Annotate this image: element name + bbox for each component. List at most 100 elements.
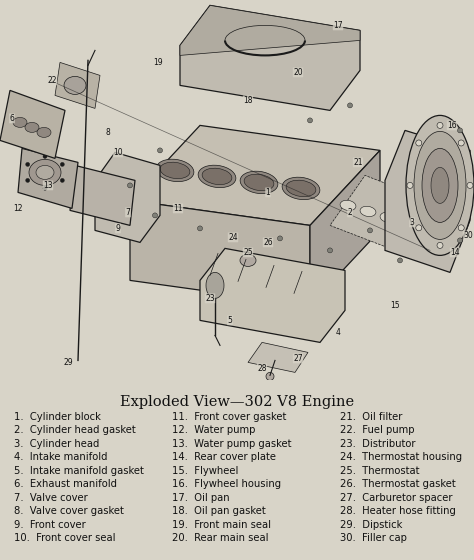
Text: 28.  Heater hose fitting: 28. Heater hose fitting <box>340 506 456 516</box>
Text: 11: 11 <box>173 204 183 213</box>
Text: 2.  Cylinder head gasket: 2. Cylinder head gasket <box>14 426 136 435</box>
Text: 19: 19 <box>153 58 163 67</box>
Ellipse shape <box>36 165 54 179</box>
Text: 15: 15 <box>390 301 400 310</box>
Text: 16.  Flywheel housing: 16. Flywheel housing <box>172 479 281 489</box>
Polygon shape <box>55 62 100 109</box>
Text: 18: 18 <box>243 96 253 105</box>
Text: 5: 5 <box>228 316 232 325</box>
Text: 29.  Dipstick: 29. Dipstick <box>340 520 402 530</box>
Circle shape <box>407 183 413 188</box>
Text: 6: 6 <box>9 114 14 123</box>
Ellipse shape <box>240 254 256 267</box>
Ellipse shape <box>431 167 449 203</box>
Circle shape <box>43 155 47 158</box>
Ellipse shape <box>198 165 236 188</box>
Text: 23: 23 <box>205 294 215 303</box>
Circle shape <box>60 179 64 183</box>
Circle shape <box>128 183 133 188</box>
Ellipse shape <box>406 115 474 255</box>
Text: 4: 4 <box>336 328 340 337</box>
Text: 9: 9 <box>116 224 120 233</box>
Text: 22.  Fuel pump: 22. Fuel pump <box>340 426 414 435</box>
Circle shape <box>26 179 30 183</box>
Text: 23.  Distributor: 23. Distributor <box>340 439 416 449</box>
Ellipse shape <box>414 132 466 240</box>
Circle shape <box>458 225 464 231</box>
Polygon shape <box>180 6 360 55</box>
Circle shape <box>43 186 47 190</box>
Ellipse shape <box>64 76 86 95</box>
Text: 5.  Intake manifold gasket: 5. Intake manifold gasket <box>14 466 144 476</box>
Circle shape <box>153 213 157 218</box>
Ellipse shape <box>429 214 451 228</box>
Circle shape <box>416 140 422 146</box>
Polygon shape <box>130 125 380 225</box>
Text: 21: 21 <box>353 158 363 167</box>
Polygon shape <box>18 148 78 208</box>
Ellipse shape <box>37 128 51 137</box>
Text: 12.  Water pump: 12. Water pump <box>172 426 255 435</box>
Ellipse shape <box>240 171 278 194</box>
Text: 13.  Water pump gasket: 13. Water pump gasket <box>172 439 292 449</box>
Text: 26: 26 <box>263 238 273 247</box>
Circle shape <box>308 118 312 123</box>
Ellipse shape <box>400 218 416 228</box>
Text: 1.  Cylinder block: 1. Cylinder block <box>14 412 101 422</box>
Circle shape <box>367 228 373 233</box>
Text: 24.  Thermostat housing: 24. Thermostat housing <box>340 452 462 463</box>
Text: 1: 1 <box>265 188 270 197</box>
Text: 9.  Front cover: 9. Front cover <box>14 520 86 530</box>
Text: 20: 20 <box>293 68 303 77</box>
Text: 27.  Carburetor spacer: 27. Carburetor spacer <box>340 493 453 503</box>
Text: 4.  Intake manifold: 4. Intake manifold <box>14 452 108 463</box>
Text: 16: 16 <box>447 121 457 130</box>
Text: 24: 24 <box>228 233 238 242</box>
Circle shape <box>266 372 274 380</box>
Ellipse shape <box>206 272 224 298</box>
Text: 17.  Oil pan: 17. Oil pan <box>172 493 229 503</box>
Text: 14: 14 <box>450 248 460 257</box>
Circle shape <box>437 242 443 249</box>
Circle shape <box>458 140 464 146</box>
Text: 7: 7 <box>126 208 130 217</box>
Text: 18.  Oil pan gasket: 18. Oil pan gasket <box>172 506 266 516</box>
Ellipse shape <box>419 206 441 221</box>
Ellipse shape <box>244 174 274 190</box>
Circle shape <box>457 128 463 133</box>
Polygon shape <box>385 130 470 272</box>
Text: 26.  Thermostat gasket: 26. Thermostat gasket <box>340 479 456 489</box>
Text: 2: 2 <box>347 208 352 217</box>
Text: 3: 3 <box>410 218 414 227</box>
Text: Exploded View—302 V8 Engine: Exploded View—302 V8 Engine <box>120 395 354 409</box>
Polygon shape <box>70 165 135 225</box>
Circle shape <box>198 226 202 231</box>
Polygon shape <box>310 151 380 305</box>
Text: 27: 27 <box>293 354 303 363</box>
Text: 22: 22 <box>47 76 57 85</box>
Text: 10.  Front cover seal: 10. Front cover seal <box>14 534 116 543</box>
Circle shape <box>416 225 422 231</box>
Ellipse shape <box>160 162 190 179</box>
Text: 11.  Front cover gasket: 11. Front cover gasket <box>172 412 286 422</box>
Text: 25: 25 <box>243 248 253 257</box>
Ellipse shape <box>286 180 316 197</box>
Circle shape <box>277 236 283 241</box>
Text: 8: 8 <box>106 128 110 137</box>
Text: 21.  Oil filter: 21. Oil filter <box>340 412 402 422</box>
Text: 30: 30 <box>463 231 473 240</box>
Circle shape <box>457 238 463 243</box>
Ellipse shape <box>380 212 396 222</box>
Circle shape <box>398 258 402 263</box>
Ellipse shape <box>13 118 27 128</box>
Circle shape <box>437 123 443 128</box>
Polygon shape <box>330 175 430 250</box>
Ellipse shape <box>202 168 232 185</box>
Text: 10: 10 <box>113 148 123 157</box>
Circle shape <box>157 148 163 153</box>
Ellipse shape <box>422 148 458 222</box>
Text: 29: 29 <box>63 358 73 367</box>
Circle shape <box>467 183 473 188</box>
Circle shape <box>328 248 332 253</box>
Ellipse shape <box>439 222 461 237</box>
